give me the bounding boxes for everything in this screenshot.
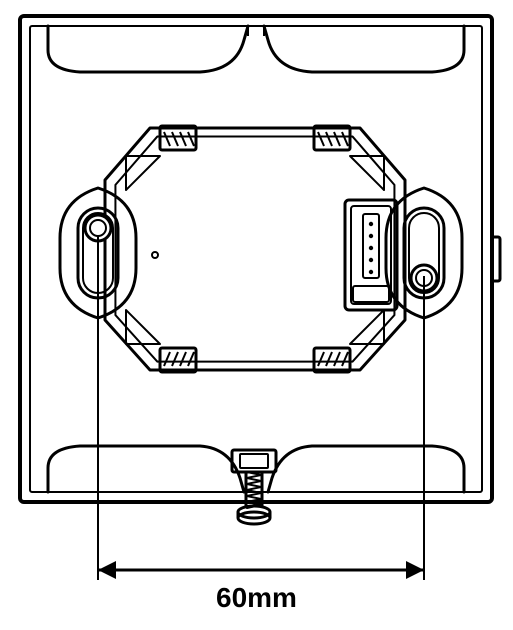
diagram-container: 60mm — [0, 0, 513, 630]
dimension-label: 60mm — [216, 582, 297, 614]
technical-diagram — [0, 0, 513, 630]
